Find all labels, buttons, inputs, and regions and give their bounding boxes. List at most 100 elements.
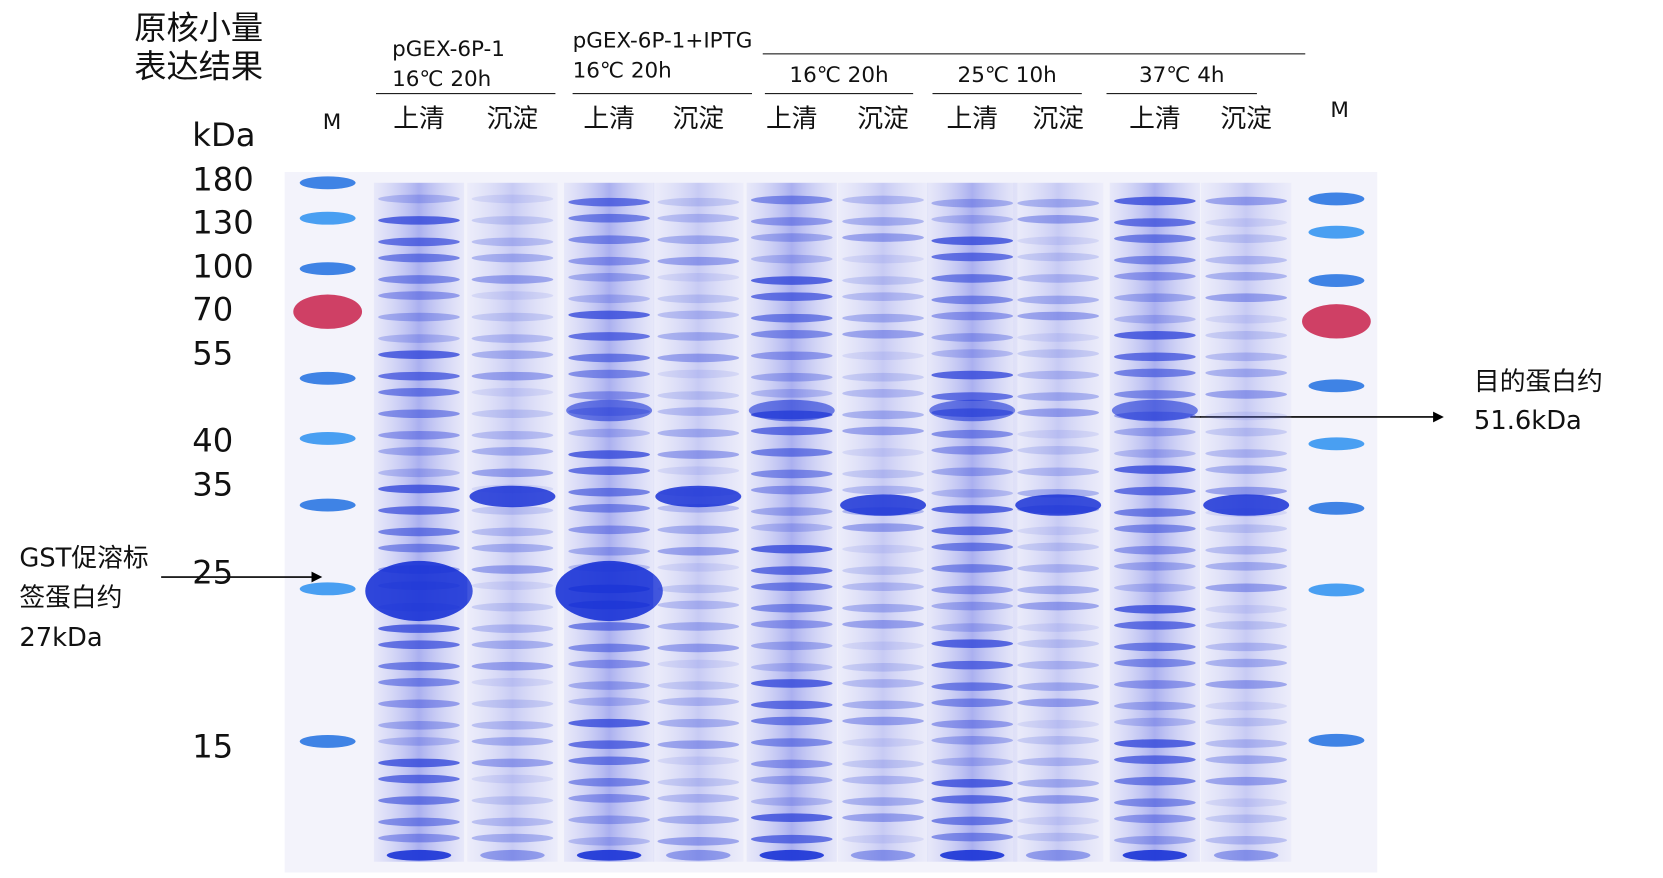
band	[1205, 835, 1287, 845]
band	[1205, 255, 1287, 265]
front-band	[480, 849, 545, 861]
lane	[373, 182, 465, 862]
band	[931, 564, 1014, 573]
group-label: 16℃ 20h	[573, 59, 672, 84]
band	[1205, 486, 1287, 496]
band	[657, 643, 740, 653]
band	[657, 794, 740, 803]
marker-label: 40	[192, 421, 233, 459]
band	[378, 291, 460, 300]
lane-label: 上清	[393, 104, 445, 134]
marker-band	[299, 582, 356, 596]
target-band	[929, 399, 1016, 422]
band	[1205, 524, 1287, 534]
band	[750, 217, 833, 226]
band	[931, 526, 1014, 536]
marker-label: 100	[192, 247, 254, 285]
band	[471, 312, 554, 322]
target-band	[566, 399, 653, 422]
band	[931, 816, 1014, 826]
band	[657, 428, 740, 438]
band	[471, 581, 554, 590]
band	[1017, 601, 1099, 611]
band	[657, 197, 740, 207]
band	[657, 815, 740, 825]
band	[568, 310, 650, 320]
band	[750, 679, 833, 688]
band	[657, 697, 740, 706]
band	[750, 759, 833, 769]
band	[931, 757, 1014, 767]
band	[378, 527, 460, 537]
pellet-band	[1203, 494, 1290, 516]
band	[1114, 717, 1196, 727]
band	[657, 681, 740, 690]
marker-band	[1308, 225, 1365, 239]
marker-band	[1302, 304, 1371, 339]
lane-label: 沉淀	[857, 104, 909, 134]
band	[931, 274, 1014, 283]
band	[1114, 658, 1196, 668]
band	[842, 410, 924, 420]
band	[378, 737, 460, 746]
band	[750, 566, 833, 575]
band	[1205, 314, 1287, 324]
band	[378, 640, 460, 650]
lane	[1013, 182, 1104, 862]
front-band	[666, 849, 731, 861]
lane	[1109, 182, 1200, 862]
band	[1205, 196, 1287, 206]
band	[1114, 680, 1196, 689]
band	[657, 235, 740, 245]
band	[378, 253, 460, 263]
band	[842, 276, 924, 285]
annotation: 51.6kDa	[1474, 406, 1582, 436]
band	[657, 622, 740, 631]
band	[568, 197, 650, 207]
band	[568, 697, 650, 706]
band	[1114, 449, 1196, 458]
band	[657, 503, 740, 513]
front-band	[386, 849, 452, 861]
lane-label: 上清	[766, 104, 818, 134]
band	[378, 699, 460, 709]
band	[1205, 368, 1287, 378]
marker-band	[1308, 733, 1365, 747]
band	[568, 503, 650, 513]
band	[1017, 526, 1099, 536]
band	[378, 543, 460, 553]
group-label: 16℃ 20h	[392, 67, 491, 92]
band	[1205, 562, 1287, 571]
band	[1114, 621, 1196, 630]
band	[471, 774, 554, 784]
band	[1114, 196, 1196, 206]
band	[1017, 445, 1099, 455]
band	[1017, 660, 1099, 670]
band	[378, 721, 460, 730]
band	[1017, 311, 1099, 321]
band	[568, 428, 650, 438]
band	[1205, 621, 1287, 630]
band	[1114, 293, 1196, 303]
band	[931, 779, 1014, 788]
band	[1017, 639, 1099, 648]
lane	[1201, 182, 1292, 862]
band	[568, 740, 650, 749]
band	[471, 661, 554, 671]
band	[931, 682, 1014, 691]
band	[1114, 776, 1196, 786]
title: 表达结果	[134, 48, 263, 86]
band	[378, 817, 460, 827]
band	[842, 620, 924, 629]
band	[1205, 798, 1287, 807]
band	[842, 834, 924, 844]
band	[471, 602, 554, 612]
band	[1017, 429, 1099, 439]
band	[568, 546, 650, 556]
band	[842, 813, 924, 822]
annotation: GST促溶标	[19, 543, 148, 573]
band	[1114, 508, 1196, 517]
band	[1114, 218, 1196, 227]
